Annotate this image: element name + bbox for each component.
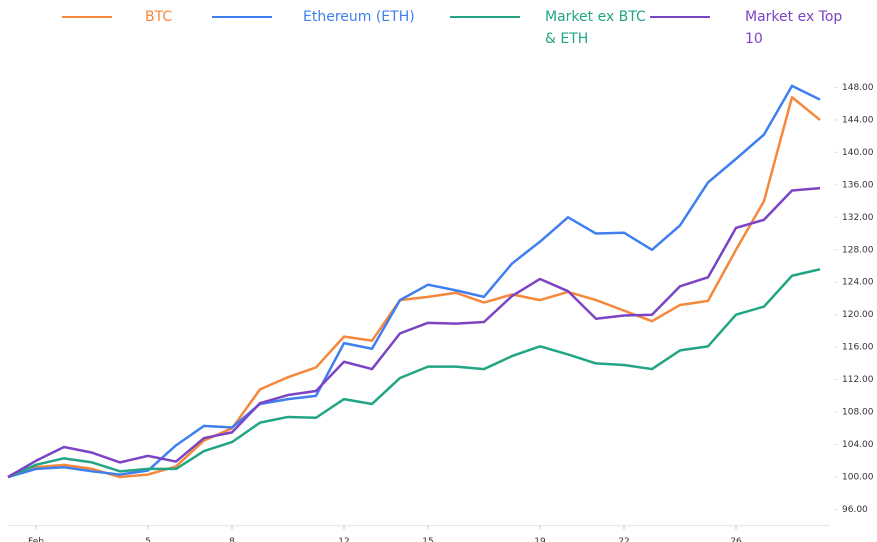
y-tick-label: 116.00 [842, 343, 874, 353]
x-tick-label: 5 [145, 537, 151, 542]
y-tick-label: 136.00 [842, 180, 874, 190]
legend-label: Ethereum (ETH) [303, 9, 415, 25]
y-tick-label: 128.00 [842, 245, 874, 255]
x-tick-label: 19 [534, 537, 546, 542]
x-tick-label: 8 [229, 537, 235, 542]
y-tick-label: 120.00 [842, 310, 874, 320]
y-tick-label: 132.00 [842, 213, 874, 223]
y-tick-label: 148.00 [842, 83, 874, 93]
x-tick-label: 12 [338, 537, 349, 542]
x-tick-label: 15 [422, 537, 433, 542]
x-tick-label: 26 [730, 537, 742, 542]
y-tick-label: 140.00 [842, 148, 874, 158]
y-tick-label: 96.00 [842, 505, 868, 515]
y-tick-label: 108.00 [842, 408, 874, 418]
legend-label: Market ex BTC & ETH [545, 9, 646, 47]
legend-label: BTC [145, 9, 173, 25]
x-tick-label: 22 [618, 537, 629, 542]
legend-label: Market ex Top 10 [745, 9, 843, 47]
y-tick-label: 124.00 [842, 278, 874, 288]
y-tick-label: 104.00 [842, 440, 874, 450]
x-tick-label: Feb [28, 537, 44, 542]
series-line [7, 186, 821, 479]
series-line [7, 268, 821, 479]
series-line [7, 95, 821, 479]
y-tick-label: 144.00 [842, 115, 874, 125]
y-tick-label: 112.00 [842, 375, 874, 385]
y-tick-label: 100.00 [842, 473, 874, 483]
series-line [7, 84, 821, 479]
